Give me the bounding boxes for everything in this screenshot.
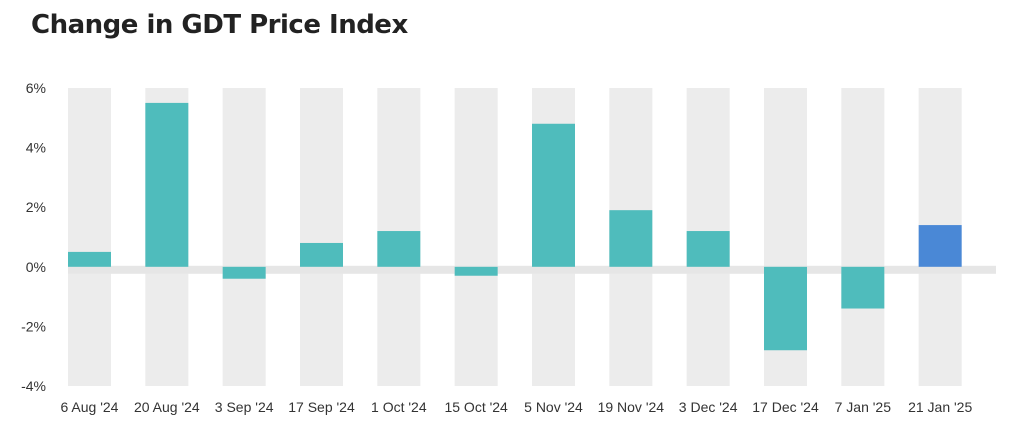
- category-band: [454, 88, 498, 386]
- category-bands: [68, 88, 962, 386]
- bar[interactable]: [300, 242, 343, 267]
- bar[interactable]: [686, 231, 730, 267]
- category-band: [841, 88, 885, 386]
- x-tick-label: 3 Sep '24: [215, 399, 274, 415]
- x-tick-label: 21 Jan '25: [908, 399, 972, 415]
- y-axis-ticks: 6% 4% 2% 0% -2% -4%: [21, 80, 46, 394]
- x-tick-label: 5 Nov '24: [524, 399, 583, 415]
- x-tick-label: 3 Dec '24: [679, 399, 738, 415]
- x-axis-ticks: 6 Aug '24 20 Aug '24 3 Sep '24 17 Sep '24 1 …: [61, 399, 973, 415]
- bar[interactable]: [918, 225, 962, 267]
- x-tick-label: 1 Oct '24: [371, 399, 427, 415]
- bars: [68, 102, 962, 351]
- x-tick-label: 7 Jan '25: [835, 399, 892, 415]
- y-tick-label: 2%: [26, 199, 46, 215]
- category-band: [222, 88, 266, 386]
- bar[interactable]: [609, 210, 653, 267]
- y-tick-label: 0%: [26, 259, 46, 275]
- bar[interactable]: [841, 266, 885, 309]
- x-tick-label: 15 Oct '24: [444, 399, 508, 415]
- x-tick-label: 17 Sep '24: [288, 399, 355, 415]
- category-band: [68, 88, 111, 386]
- x-tick-label: 6 Aug '24: [61, 399, 119, 415]
- category-band: [300, 88, 343, 386]
- bar[interactable]: [68, 251, 111, 267]
- bar[interactable]: [222, 266, 266, 279]
- x-tick-label: 20 Aug '24: [134, 399, 200, 415]
- x-tick-label: 19 Nov '24: [598, 399, 665, 415]
- y-tick-label: -2%: [21, 318, 46, 334]
- x-tick-label: 17 Dec '24: [752, 399, 819, 415]
- y-tick-label: 6%: [26, 80, 46, 96]
- zero-line: [68, 265, 996, 274]
- bar[interactable]: [454, 266, 498, 276]
- bar[interactable]: [145, 102, 189, 267]
- bar[interactable]: [532, 123, 575, 267]
- y-tick-label: -4%: [21, 378, 46, 394]
- chart-title: Change in GDT Price Index: [31, 10, 408, 40]
- bar[interactable]: [764, 266, 807, 351]
- y-tick-label: 4%: [26, 140, 46, 156]
- bar[interactable]: [377, 231, 421, 267]
